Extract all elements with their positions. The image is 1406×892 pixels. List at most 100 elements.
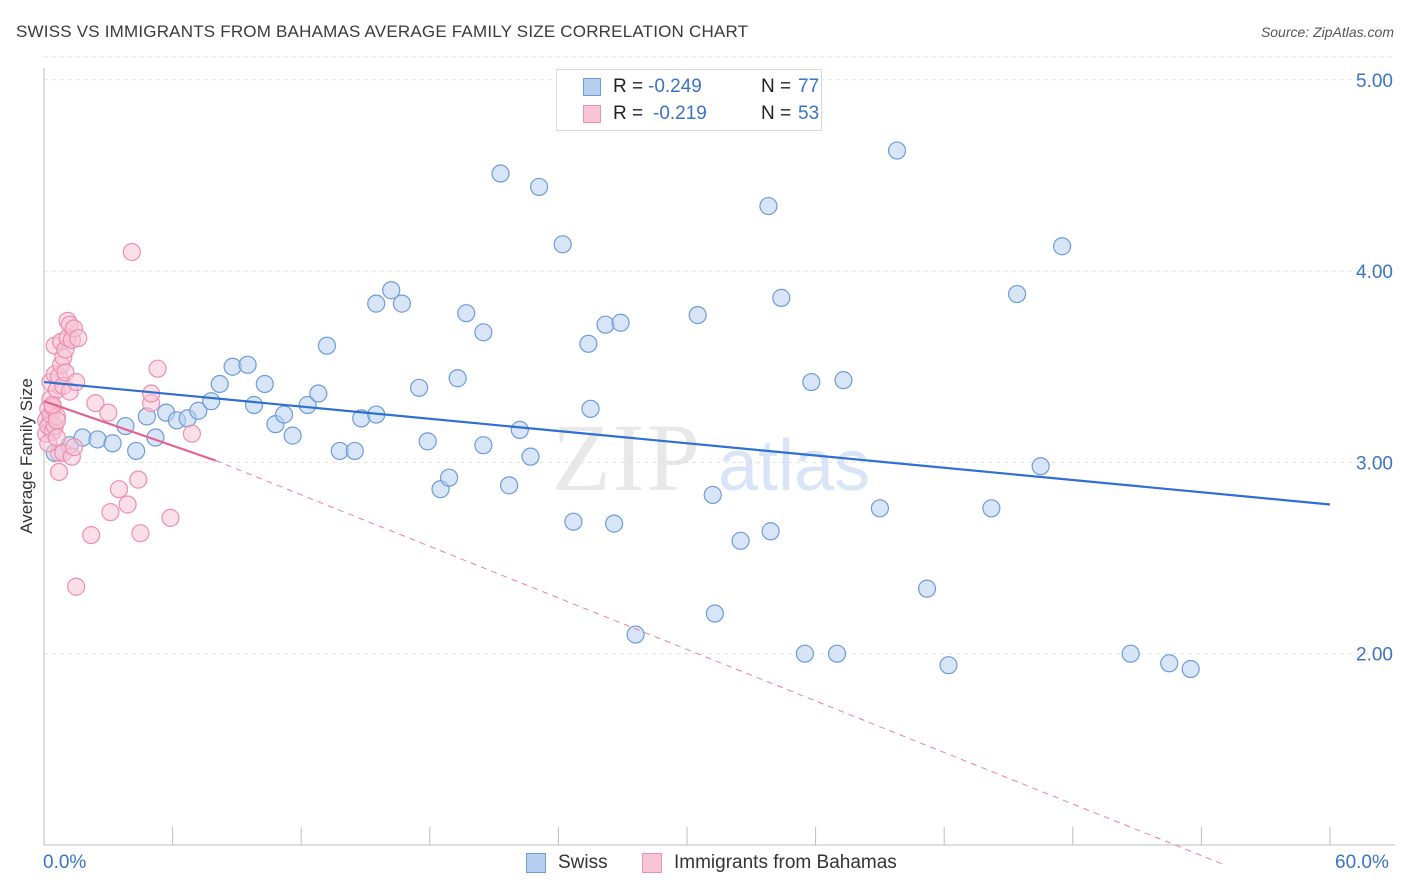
- watermark: ZIP atlas: [552, 404, 870, 511]
- bahamas-point: [69, 328, 88, 348]
- bahamas-point: [101, 503, 120, 522]
- swiss-point: [409, 378, 429, 397]
- r-label: R =: [613, 103, 644, 124]
- swiss-point: [596, 315, 615, 334]
- swiss-point: [917, 579, 937, 598]
- swiss-points: [41, 141, 1200, 679]
- swiss-point: [982, 499, 1001, 518]
- n-label: N =: [761, 76, 792, 97]
- swiss-legend-label: Swiss: [558, 852, 608, 873]
- source-label: Source: ZipAtlas.com: [1260, 24, 1394, 40]
- swiss-point: [761, 522, 780, 541]
- swiss-point: [238, 355, 257, 374]
- swiss-point: [439, 468, 459, 487]
- y-tick-label: 3.00: [1356, 453, 1393, 474]
- swiss-point: [605, 514, 624, 533]
- swiss-point: [626, 625, 645, 644]
- bahamas-point: [131, 524, 150, 543]
- n-value: 53: [798, 103, 820, 124]
- bahamas-point: [129, 470, 148, 489]
- x-tick-label-min: 0.0%: [43, 852, 87, 873]
- swiss-point: [579, 334, 598, 353]
- swiss-point: [802, 372, 821, 392]
- swiss-point: [795, 644, 814, 663]
- trend-lines: [43, 380, 1331, 865]
- swiss-point: [274, 405, 294, 424]
- swiss-point: [1031, 457, 1050, 476]
- swiss-point: [418, 432, 437, 451]
- swiss-point: [223, 357, 242, 376]
- y-tick-label: 5.00: [1356, 71, 1393, 92]
- swiss-point: [521, 447, 540, 466]
- bahamas-point: [109, 480, 129, 499]
- swiss-point: [705, 604, 724, 623]
- swiss-point: [731, 531, 750, 550]
- swiss-point: [827, 644, 847, 663]
- bahamas-point: [161, 508, 180, 527]
- swiss-point: [367, 294, 386, 313]
- bahamas-point: [118, 495, 137, 514]
- swiss-point: [1181, 659, 1200, 679]
- swiss-point: [939, 656, 958, 675]
- swiss-point: [210, 374, 229, 394]
- swiss-point: [581, 399, 600, 418]
- swiss-point: [870, 499, 890, 518]
- stats-legend: R = -0.249 N = 77 R = -0.219 N = 53: [556, 69, 822, 131]
- swiss-point: [500, 476, 519, 495]
- bahamas-point: [67, 372, 86, 392]
- r-value: -0.219: [653, 103, 707, 124]
- chart-title: SWISS VS IMMIGRANTS FROM BAHAMAS AVERAGE…: [16, 22, 749, 41]
- swiss-point: [448, 369, 467, 388]
- swiss-point: [553, 235, 572, 254]
- bahamas-point: [49, 462, 69, 482]
- swiss-point: [688, 305, 707, 325]
- bahamas-point: [86, 393, 105, 413]
- y-tick-label: 2.00: [1356, 645, 1393, 666]
- bahamas-trend-line: [43, 400, 216, 462]
- swiss-point: [510, 420, 529, 439]
- bahamas-point: [64, 437, 84, 457]
- bahamas-legend-label: Immigrants from Bahamas: [674, 852, 897, 873]
- swiss-point: [283, 426, 302, 445]
- swiss-swatch: [583, 78, 601, 96]
- bahamas-swatch: [583, 105, 601, 123]
- r-label: R =: [613, 76, 644, 97]
- swiss-point: [1121, 644, 1140, 663]
- swiss-point: [202, 392, 221, 411]
- bahamas-point: [47, 428, 66, 447]
- swiss-point: [491, 164, 510, 183]
- axes: [43, 68, 1395, 846]
- swiss-point: [88, 430, 107, 449]
- swiss-point: [298, 395, 317, 415]
- swiss-point: [127, 441, 146, 461]
- x-tick-label-max: 60.0%: [1335, 852, 1389, 873]
- swiss-point: [772, 288, 791, 307]
- bahamas-point: [148, 359, 167, 378]
- swiss-point: [474, 436, 493, 455]
- bahamas-point: [47, 411, 66, 430]
- swiss-point: [564, 512, 583, 531]
- n-value: 77: [798, 76, 820, 97]
- gridlines: [44, 56, 1395, 655]
- swiss-point: [345, 441, 364, 461]
- swiss-point: [474, 323, 493, 342]
- swiss-trend-line: [43, 380, 1331, 506]
- swiss-point: [611, 313, 630, 332]
- swiss-point: [703, 485, 722, 505]
- swiss-point: [255, 374, 274, 394]
- swiss-point: [309, 384, 328, 403]
- r-value: -0.249: [648, 76, 702, 97]
- swiss-point: [759, 196, 778, 216]
- bahamas-point: [182, 424, 201, 443]
- swiss-point: [1052, 237, 1072, 256]
- swiss-legend-swatch: [526, 853, 546, 873]
- n-label: N =: [761, 103, 792, 124]
- y-tick-labels: 2.00 3.00 4.00 5.00: [1356, 71, 1393, 666]
- swiss-point: [392, 294, 412, 313]
- bahamas-trend-extension: [215, 460, 1224, 865]
- swiss-point: [244, 395, 264, 415]
- swiss-point: [1007, 284, 1027, 304]
- swiss-point: [1160, 654, 1179, 673]
- y-tick-label: 4.00: [1356, 262, 1393, 283]
